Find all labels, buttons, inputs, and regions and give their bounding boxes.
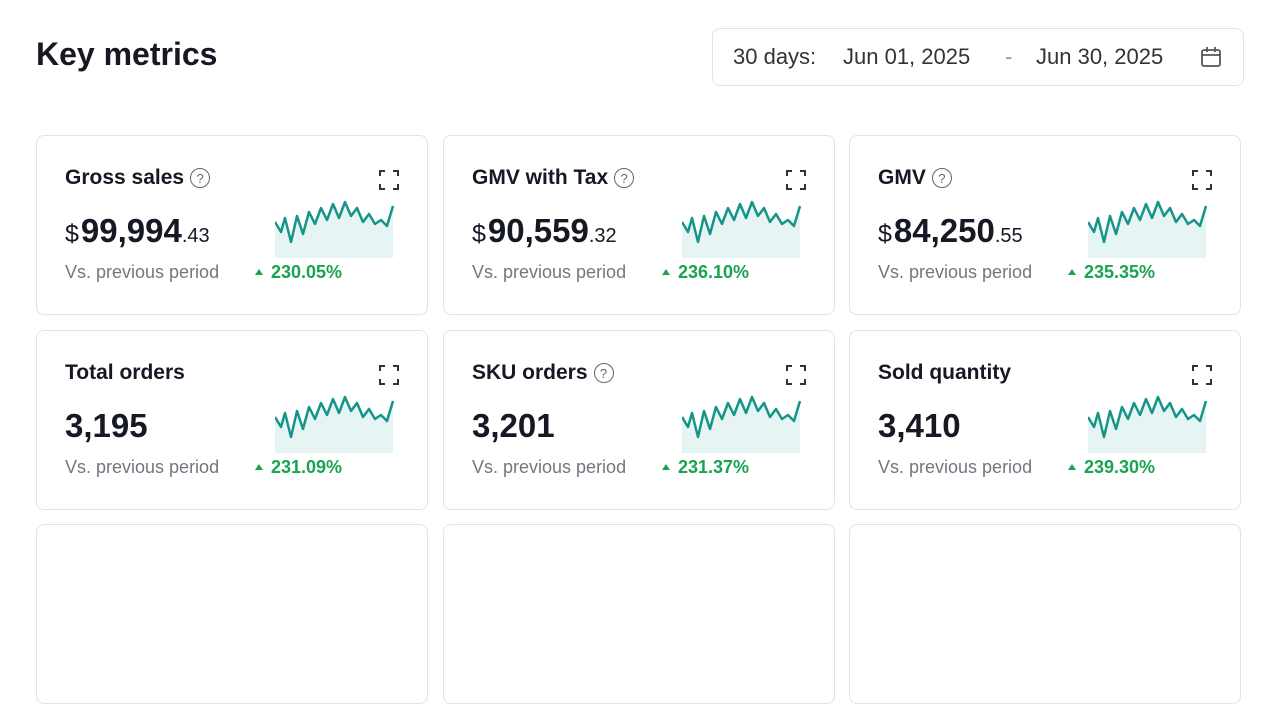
compare-label: Vs. previous period: [472, 262, 627, 282]
metric-value: $84,250.55: [878, 212, 1023, 250]
sparkline: [680, 393, 804, 460]
card-title-row: SKU orders?: [472, 361, 614, 385]
change-percent: 231.37%: [662, 457, 749, 478]
card-title: Total orders: [65, 361, 185, 384]
value-decimals: .32: [588, 225, 617, 247]
metric-card[interactable]: Total orders 3,195 Vs. previous period 231.…: [36, 330, 428, 510]
change-percent: 239.30%: [1068, 457, 1155, 478]
metric-card[interactable]: GMV? $84,250.55 Vs. previous period 235.35%: [849, 135, 1241, 315]
change-percent: 236.10%: [662, 262, 749, 283]
sparkline: [680, 198, 804, 265]
metric-value: 3,195: [65, 407, 148, 445]
change-percent: 235.35%: [1068, 262, 1155, 283]
expand-icon[interactable]: [786, 170, 806, 195]
currency: $: [878, 220, 892, 248]
help-icon[interactable]: ?: [614, 168, 635, 188]
compare-label: Vs. previous period: [878, 262, 1033, 282]
card-title-row: GMV?: [878, 166, 952, 190]
compare-label: Vs. previous period: [472, 457, 627, 477]
value-main: 90,559: [487, 212, 589, 249]
value-decimals: .55: [994, 225, 1023, 247]
sparkline: [273, 198, 397, 265]
help-icon[interactable]: ?: [931, 168, 952, 188]
card-title: GMV: [878, 166, 926, 189]
compare-label: Vs. previous period: [65, 262, 220, 282]
metric-value: $99,994.43: [65, 212, 210, 250]
expand-icon[interactable]: [379, 170, 399, 195]
metric-card[interactable]: SKU orders? 3,201 Vs. previous period 231.3…: [443, 330, 835, 510]
expand-icon[interactable]: [786, 365, 806, 390]
card-title-row: GMV with Tax?: [472, 166, 635, 190]
value-main: 3,195: [65, 407, 148, 444]
page: Key metrics 30 days: Jun 01, 2025 - Jun …: [0, 0, 1280, 539]
help-icon[interactable]: ?: [593, 363, 614, 383]
card-title: Gross sales: [65, 166, 185, 189]
value-main: 84,250: [893, 212, 995, 249]
metric-card[interactable]: GMV with Tax? $90,559.32 Vs. previous peri…: [443, 135, 835, 315]
currency: $: [472, 220, 486, 248]
metric-card[interactable]: Gross sales? $99,994.43 Vs. previous perio…: [36, 135, 428, 315]
change-percent: 230.05%: [255, 262, 342, 283]
expand-icon[interactable]: [1192, 365, 1212, 390]
sparkline: [1086, 198, 1210, 265]
metric-value: $90,559.32: [472, 212, 617, 250]
metric-value: 3,201: [472, 407, 555, 445]
date-separator: -: [1005, 44, 1013, 69]
page-title: Key metrics: [36, 36, 218, 72]
card: [36, 524, 428, 704]
card-title-row: Total orders: [65, 361, 185, 385]
date-range-picker[interactable]: 30 days: Jun 01, 2025 - Jun 30, 2025: [712, 28, 1244, 86]
value-main: 99,994: [80, 212, 182, 249]
range-label: 30 days:: [733, 44, 817, 69]
metric-value: 3,410: [878, 407, 961, 445]
expand-icon[interactable]: [1192, 170, 1212, 195]
value-main: 3,201: [472, 407, 555, 444]
compare-label: Vs. previous period: [878, 457, 1033, 477]
compare-label: Vs. previous period: [65, 457, 220, 477]
value-decimals: .43: [181, 225, 210, 247]
card-title-row: Gross sales?: [65, 166, 211, 190]
card: [849, 524, 1241, 704]
end-date: Jun 30, 2025: [1036, 44, 1164, 69]
sparkline: [273, 393, 397, 460]
metric-card[interactable]: Sold quantity 3,410 Vs. previous period 239…: [849, 330, 1241, 510]
card-title: GMV with Tax: [472, 166, 609, 189]
calendar-icon: [1201, 47, 1221, 67]
card-title-row: Sold quantity: [878, 361, 1011, 385]
card-title: Sold quantity: [878, 361, 1011, 384]
change-percent: 231.09%: [255, 457, 342, 478]
currency: $: [65, 220, 79, 248]
help-icon[interactable]: ?: [190, 168, 211, 188]
start-date: Jun 01, 2025: [843, 44, 971, 69]
card-title: SKU orders: [472, 361, 588, 384]
expand-icon[interactable]: [379, 365, 399, 390]
sparkline: [1086, 393, 1210, 460]
value-main: 3,410: [878, 407, 961, 444]
card: [443, 524, 835, 704]
